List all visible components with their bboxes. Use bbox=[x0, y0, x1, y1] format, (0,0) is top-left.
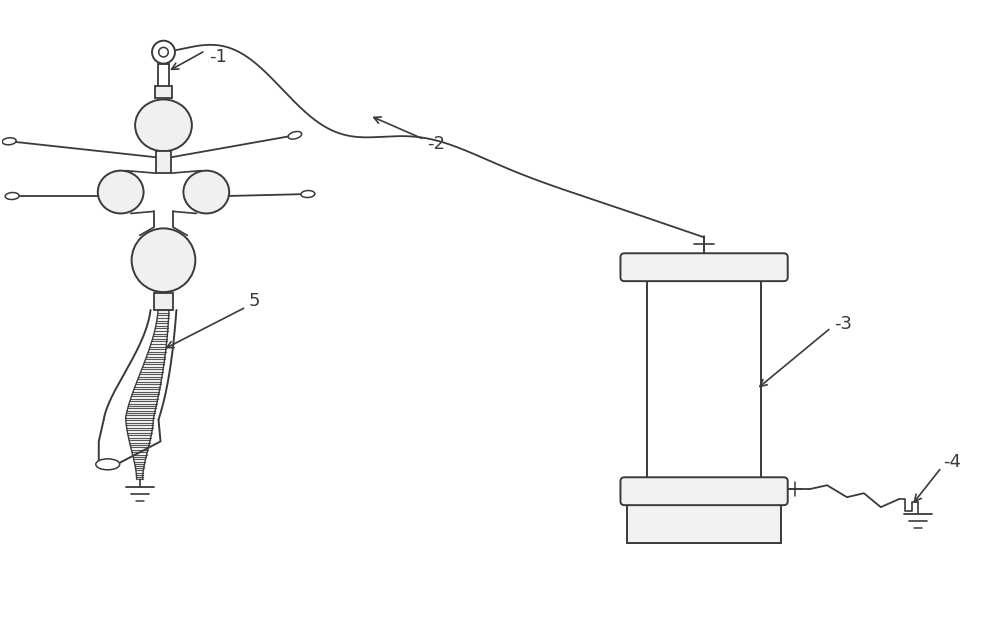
Ellipse shape bbox=[96, 459, 120, 470]
Ellipse shape bbox=[2, 138, 16, 145]
Text: -4: -4 bbox=[944, 454, 962, 471]
FancyBboxPatch shape bbox=[620, 477, 788, 505]
Ellipse shape bbox=[135, 99, 192, 151]
Ellipse shape bbox=[301, 191, 315, 198]
Ellipse shape bbox=[132, 228, 195, 292]
Circle shape bbox=[152, 41, 175, 64]
Ellipse shape bbox=[183, 170, 229, 213]
FancyBboxPatch shape bbox=[620, 253, 788, 281]
Ellipse shape bbox=[98, 170, 144, 213]
Bar bbox=[155, 86, 172, 99]
Text: -2: -2 bbox=[427, 135, 445, 153]
Bar bbox=[627, 501, 781, 543]
Bar bbox=[156, 151, 171, 173]
Circle shape bbox=[159, 47, 168, 57]
Text: -1: -1 bbox=[209, 48, 227, 65]
Text: 5: 5 bbox=[248, 292, 260, 310]
Text: -3: -3 bbox=[834, 314, 852, 333]
Bar bbox=[154, 293, 173, 310]
Ellipse shape bbox=[288, 131, 302, 139]
Ellipse shape bbox=[5, 192, 19, 199]
